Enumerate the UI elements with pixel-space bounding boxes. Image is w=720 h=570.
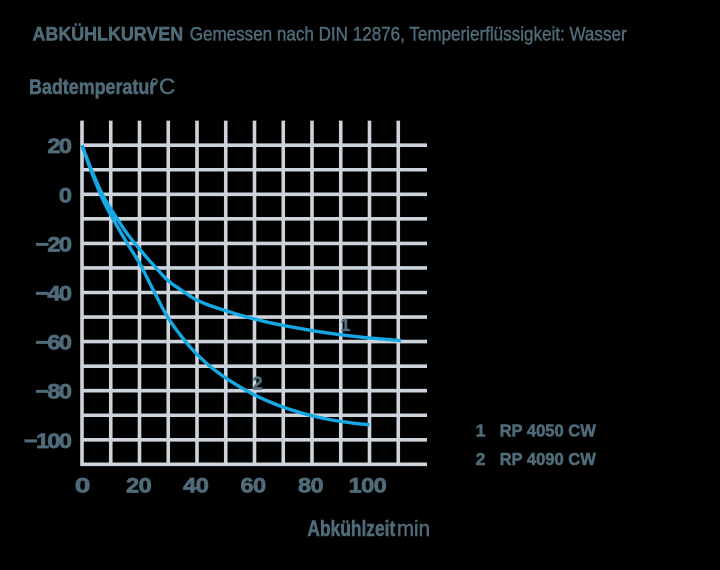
svg-text:0: 0 [59,183,72,207]
svg-text:−40: −40 [35,281,71,305]
svg-text:0: 0 [75,475,90,498]
svg-text:min: min [397,516,430,541]
svg-text:−80: −80 [35,380,71,404]
svg-text:−20: −20 [35,232,71,256]
svg-text:80: 80 [298,474,323,498]
svg-text:−60: −60 [35,331,71,355]
svg-text:20: 20 [126,474,151,498]
svg-text:Badtemperatur: Badtemperatur [29,76,157,100]
svg-text:20: 20 [47,134,71,158]
svg-text:Abkühlzeit: Abkühlzeit [307,517,395,541]
svg-text:ABKÜHLKURVEN: ABKÜHLKURVEN [33,23,184,45]
svg-text:1: 1 [476,421,486,441]
svg-text:1: 1 [341,315,351,335]
svg-text:2: 2 [476,449,486,469]
svg-text:Gemessen nach DIN 12876, Tempe: Gemessen nach DIN 12876, Temperierflüssi… [190,22,627,44]
svg-text:60: 60 [240,474,265,498]
svg-text:°C: °C [150,74,175,99]
svg-text:2: 2 [253,373,263,393]
svg-text:RP 4090 CW: RP 4090 CW [500,449,597,469]
svg-text:100: 100 [349,474,387,498]
svg-text:40: 40 [183,474,208,498]
svg-text:RP 4050 CW: RP 4050 CW [500,421,597,441]
svg-text:−100: −100 [24,429,72,453]
